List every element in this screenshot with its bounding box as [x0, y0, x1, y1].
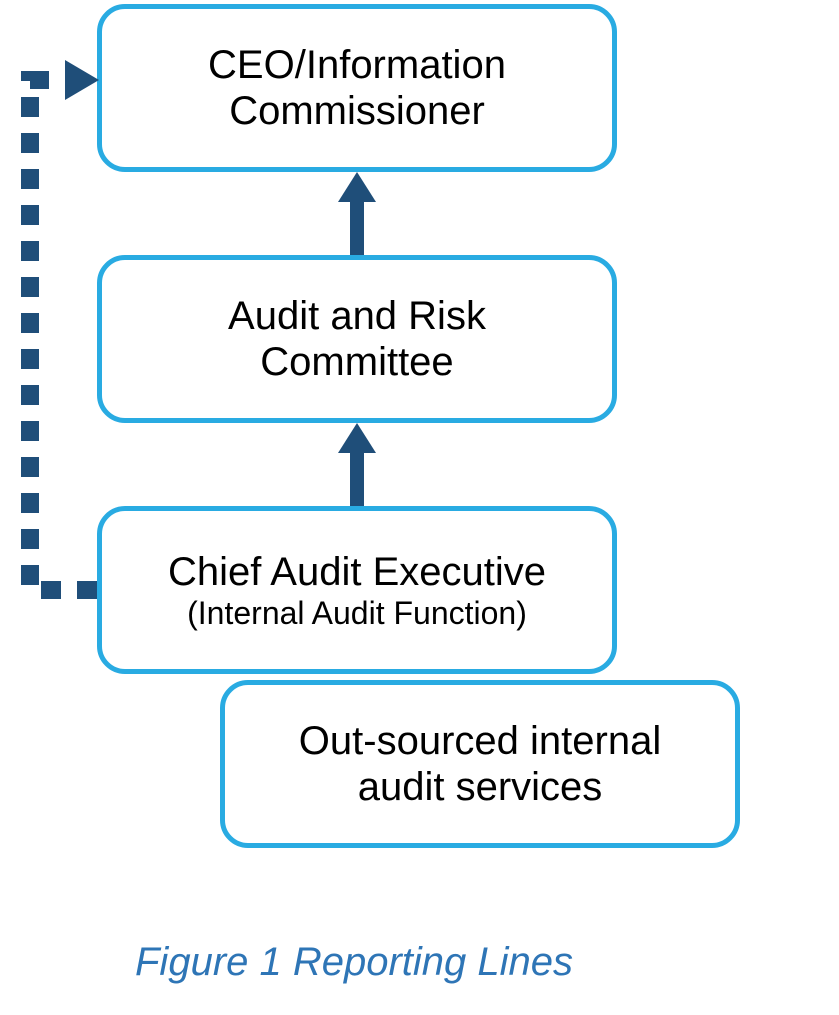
- node-outsourced-line2: audit services: [358, 764, 603, 810]
- node-ceo-commissioner: CEO/Information Commissioner: [97, 4, 617, 172]
- node-arc-line2: Committee: [260, 339, 453, 385]
- node-audit-risk-committee: Audit and Risk Committee: [97, 255, 617, 423]
- node-outsourced-line1: Out-sourced internal: [299, 718, 661, 764]
- figure-caption: Figure 1 Reporting Lines: [135, 940, 573, 985]
- node-cae-line2: (Internal Audit Function): [187, 595, 527, 632]
- node-ceo-line2: Commissioner: [229, 88, 485, 134]
- node-arc-line1: Audit and Risk: [228, 293, 486, 339]
- node-outsourced-services: Out-sourced internal audit services: [220, 680, 740, 848]
- node-chief-audit-executive: Chief Audit Executive (Internal Audit Fu…: [97, 506, 617, 674]
- node-ceo-line1: CEO/Information: [208, 42, 506, 88]
- diagram-canvas: Out-sourced internal audit services CEO/…: [0, 0, 839, 1015]
- node-cae-line1: Chief Audit Executive: [168, 549, 546, 595]
- dashed-reporting-line: [30, 60, 99, 590]
